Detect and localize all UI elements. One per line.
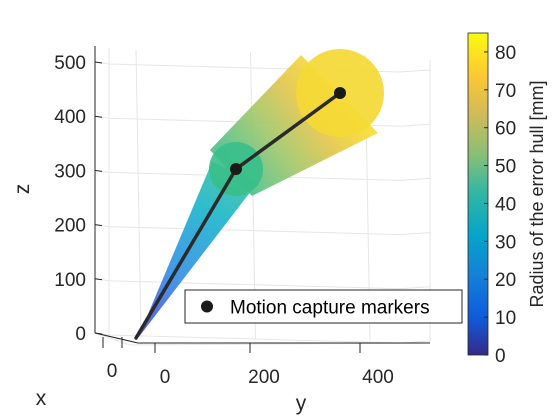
floor-front-edge [94, 332, 139, 344]
z-gridline [94, 224, 431, 236]
legend-marker [201, 300, 213, 313]
marker-point [230, 163, 242, 175]
z-tick-label: 100 [54, 270, 86, 291]
colorbar-tick-label: 80 [495, 43, 516, 64]
floor-edge [94, 332, 431, 346]
colorbar-tick-label: 60 [495, 119, 516, 140]
colorbar-bar [467, 32, 489, 356]
z-tick [94, 169, 103, 172]
colorbar-tick-label: 10 [495, 308, 516, 329]
y-axis-label: y [296, 392, 307, 415]
error-hull-cone-lower [138, 162, 258, 338]
y-tick-label: 200 [248, 367, 280, 388]
y-tick-label: 0 [160, 367, 171, 388]
z-tick-label: 200 [54, 216, 86, 237]
colorbar-tick-label: 50 [495, 157, 516, 178]
colorbar-tick-label: 0 [495, 346, 506, 367]
colorbar-tick-label: 40 [495, 194, 516, 215]
marker-series [134, 87, 346, 340]
z-tick-label: 500 [54, 53, 86, 74]
z-tick-label: 300 [54, 161, 86, 182]
z-axis-label: z [11, 184, 34, 195]
x-axis-label: x [36, 387, 47, 410]
z-tick [94, 61, 103, 64]
legend-label: Motion capture markers [230, 298, 430, 319]
y-gridline [135, 49, 142, 339]
marker-point [334, 87, 346, 99]
colorbar-label: Radius of the error hull [mm] [527, 80, 547, 307]
colorbar-tick-label: 20 [495, 270, 516, 291]
legend-box [184, 289, 463, 324]
y-tick-label: 400 [362, 367, 394, 388]
z-gridline [94, 278, 431, 290]
colorbar-tick-label: 70 [495, 81, 516, 102]
colorbar-ticks: 0 10 20 30 40 50 60 70 80 [484, 43, 516, 367]
colorbar-tick-label: 30 [495, 232, 516, 253]
colorbar: 0 10 20 30 40 50 60 70 80 Radius of the error hu… [467, 32, 547, 367]
z-tick-label: 0 [75, 324, 86, 345]
z-tick-label: 400 [54, 107, 86, 128]
z-gridline [94, 61, 431, 73]
z-gridline [94, 332, 431, 344]
z-tick [94, 224, 103, 227]
z-tick [94, 278, 103, 281]
z-tick [94, 115, 103, 118]
z-tick [94, 332, 103, 335]
legend: Motion capture markers [184, 289, 463, 324]
x-tick-label: 0 [107, 361, 118, 382]
